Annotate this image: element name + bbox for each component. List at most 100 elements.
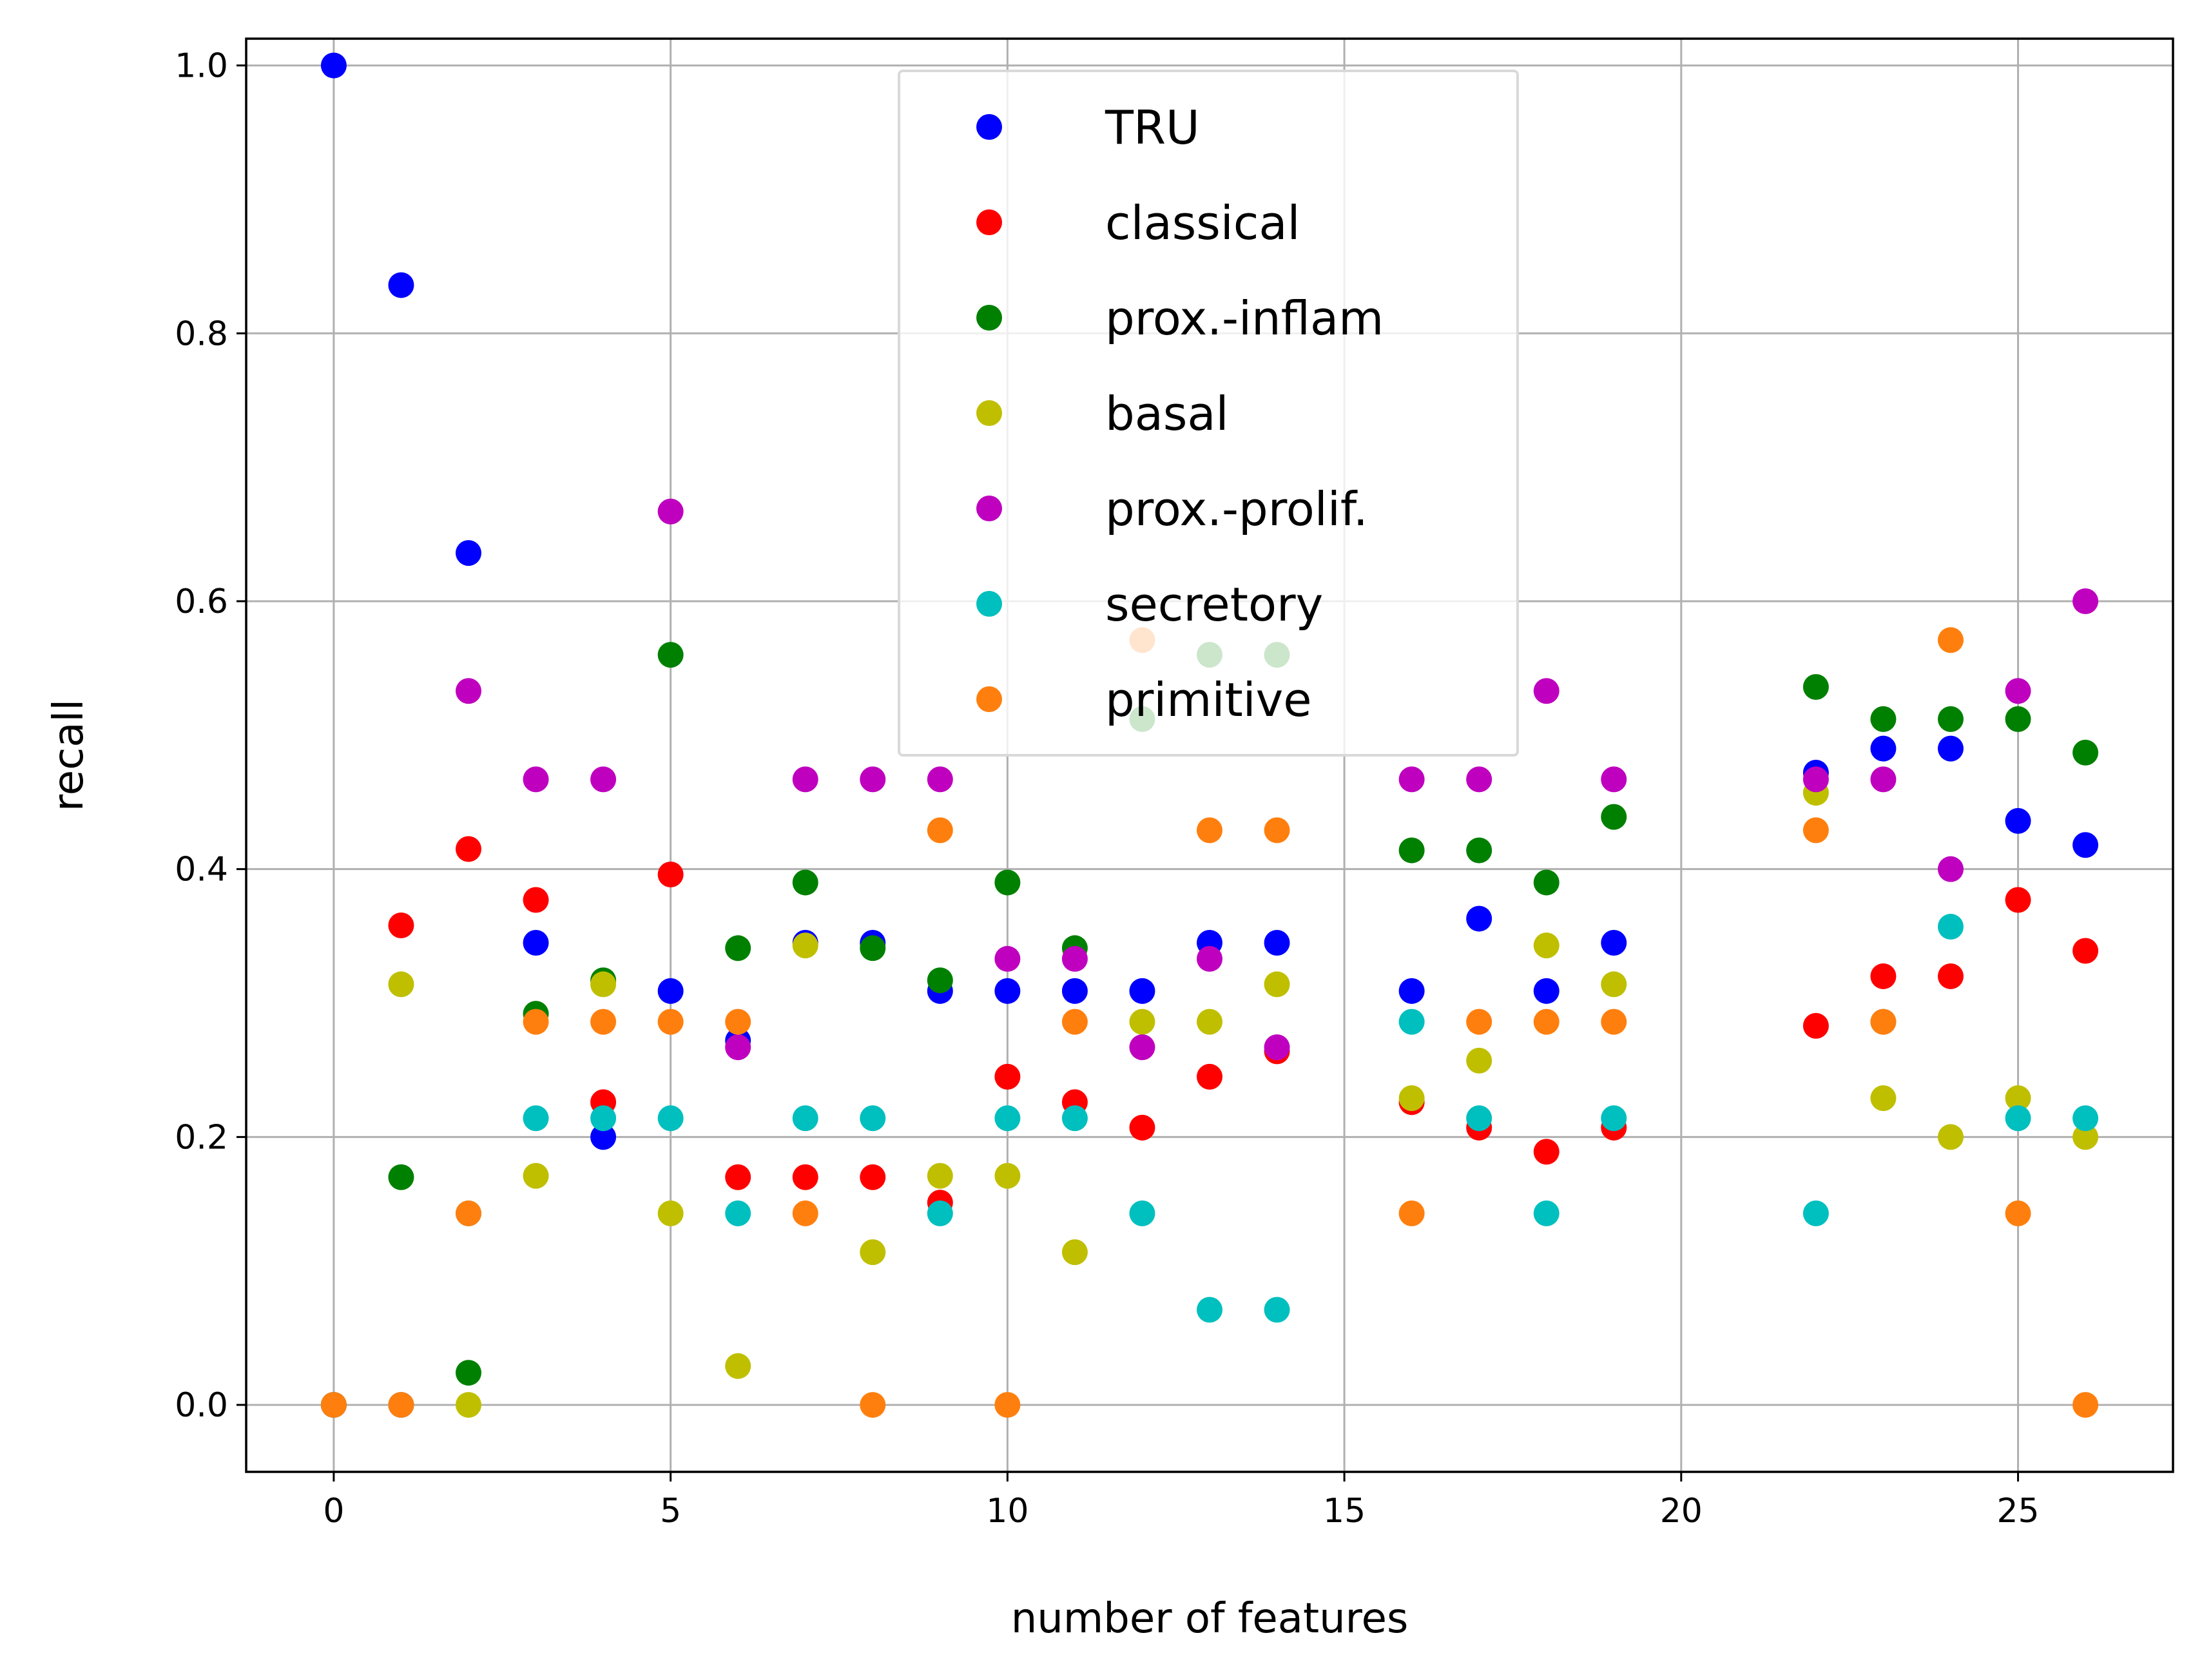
data-point xyxy=(1938,963,1964,989)
data-point xyxy=(1533,869,1560,896)
data-point xyxy=(1601,1009,1627,1035)
legend-marker xyxy=(976,114,1002,140)
data-point xyxy=(456,1392,481,1418)
data-point xyxy=(2072,1392,2099,1418)
data-point xyxy=(1264,1297,1290,1323)
data-point xyxy=(2072,739,2099,766)
data-point xyxy=(456,1360,481,1386)
data-point xyxy=(792,932,818,959)
data-point xyxy=(388,1392,414,1418)
data-point xyxy=(994,869,1021,896)
data-point xyxy=(1466,1105,1492,1132)
y-tick-label: 0.8 xyxy=(175,314,228,353)
data-point xyxy=(1870,1085,1897,1112)
data-point xyxy=(523,887,549,913)
data-point xyxy=(994,978,1021,1004)
data-point xyxy=(1398,766,1425,793)
data-point xyxy=(1466,905,1492,932)
data-point xyxy=(1601,766,1627,793)
data-point xyxy=(860,1105,886,1132)
data-point xyxy=(456,678,481,704)
data-point xyxy=(792,1164,818,1190)
y-tick-label: 0.4 xyxy=(175,851,228,889)
data-point xyxy=(927,1163,953,1189)
data-point xyxy=(1533,1009,1560,1035)
x-tick-label: 20 xyxy=(1660,1492,1703,1530)
legend-marker xyxy=(976,305,1002,331)
legend-label: prox.-prolif. xyxy=(1105,482,1368,536)
data-point xyxy=(1601,929,1627,956)
data-point xyxy=(388,1164,414,1190)
data-point xyxy=(2005,1085,2031,1112)
data-point xyxy=(792,1105,818,1132)
data-point xyxy=(657,642,684,668)
data-point xyxy=(1129,1200,1155,1226)
data-point xyxy=(523,1009,549,1035)
data-point xyxy=(725,1034,751,1061)
data-point xyxy=(1197,1297,1222,1323)
x-tick-label: 10 xyxy=(986,1492,1029,1530)
data-point xyxy=(1870,963,1897,989)
data-point xyxy=(1870,735,1897,762)
x-tick-label: 0 xyxy=(323,1492,344,1530)
data-point xyxy=(657,861,684,887)
data-point xyxy=(725,1200,751,1226)
data-point xyxy=(725,1164,751,1190)
data-point xyxy=(1197,817,1222,844)
data-point xyxy=(860,935,886,961)
data-point xyxy=(1129,1034,1155,1061)
data-point xyxy=(2072,1105,2099,1132)
y-axis-label: recall xyxy=(45,699,93,811)
x-axis-label: number of features xyxy=(1011,1595,1409,1643)
legend-label: TRU xyxy=(1105,101,1200,155)
data-point xyxy=(1129,1009,1155,1035)
data-point xyxy=(523,1105,549,1132)
series-6 xyxy=(320,627,2099,1418)
data-point xyxy=(1533,932,1560,959)
data-point xyxy=(590,766,617,793)
data-point xyxy=(1533,678,1560,704)
data-point xyxy=(657,1009,684,1035)
data-point xyxy=(725,1353,751,1379)
data-point xyxy=(860,1392,886,1418)
data-point xyxy=(1938,1124,1964,1150)
x-tick-label: 5 xyxy=(660,1492,681,1530)
legend-marker xyxy=(976,591,1002,617)
data-point xyxy=(388,272,414,298)
data-point xyxy=(456,836,481,862)
data-point xyxy=(860,1164,886,1190)
data-point xyxy=(1870,706,1897,732)
data-point xyxy=(1061,945,1088,972)
plot-frame xyxy=(245,37,2174,1473)
data-point xyxy=(1802,766,1829,793)
data-point xyxy=(1466,1047,1492,1074)
data-point xyxy=(590,971,617,998)
data-point xyxy=(1466,766,1492,793)
data-point xyxy=(1197,1009,1222,1035)
data-point xyxy=(1533,1200,1560,1226)
data-point xyxy=(725,935,751,961)
data-point xyxy=(994,945,1021,972)
y-tick-label: 0.0 xyxy=(175,1386,228,1425)
data-point xyxy=(994,1392,1021,1418)
data-point xyxy=(657,1105,684,1132)
data-point xyxy=(1533,1139,1560,1165)
legend-label: secretory xyxy=(1105,577,1323,632)
y-tick-label: 1.0 xyxy=(175,47,228,86)
data-point xyxy=(1398,1200,1425,1226)
x-tick-label: 25 xyxy=(1996,1492,2039,1530)
data-point xyxy=(1802,673,1829,700)
data-point xyxy=(2072,588,2099,614)
data-point xyxy=(1061,1105,1088,1132)
data-point xyxy=(725,1009,751,1035)
legend-marker xyxy=(976,209,1002,235)
data-point xyxy=(994,1063,1021,1090)
data-point xyxy=(1802,817,1829,844)
data-point xyxy=(1466,1009,1492,1035)
axis-ticks: 0 5 10 15 20 25 0.0 0.2 0.4 0.6 0.8 1.0 xyxy=(175,47,2039,1530)
data-point xyxy=(2005,1200,2031,1226)
data-point xyxy=(523,929,549,956)
legend: TRU classical prox.-inflam basal prox.-proli… xyxy=(898,70,1519,757)
data-point xyxy=(2005,807,2031,834)
